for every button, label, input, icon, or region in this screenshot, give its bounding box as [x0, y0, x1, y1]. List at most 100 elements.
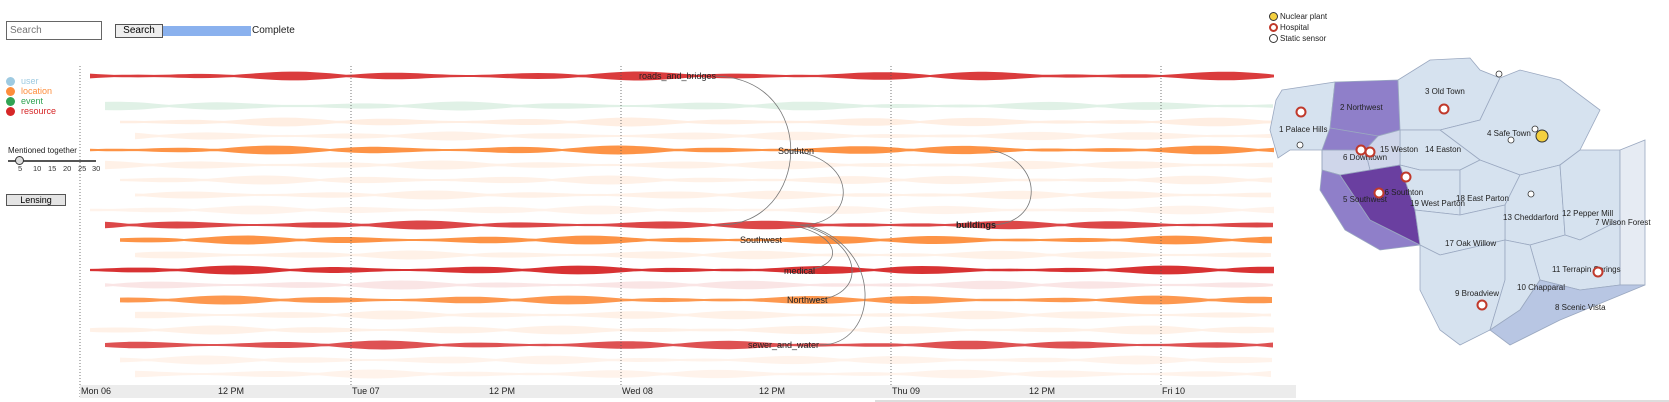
hospital-icon[interactable]: [1400, 171, 1412, 183]
slider-tick: 5: [18, 164, 23, 173]
hospital-icon[interactable]: [1592, 266, 1604, 278]
slider-tick: 15: [48, 164, 57, 173]
search-input[interactable]: [6, 21, 102, 40]
topic-stream[interactable]: [120, 175, 1272, 185]
slider-tick: 25: [78, 164, 87, 173]
slider-handle[interactable]: [15, 156, 24, 165]
day-label: Tue 07: [352, 386, 380, 396]
sensor-icon[interactable]: [1531, 125, 1539, 133]
map-region-label: 13 Cheddarford: [1503, 213, 1559, 222]
map-legend-label: Hospital: [1280, 23, 1309, 32]
sensor-icon[interactable]: [1495, 70, 1503, 78]
map-region-label: 4 Safe Town: [1487, 129, 1531, 138]
search-button[interactable]: Search: [115, 24, 163, 38]
topic-label[interactable]: sewer_and_water: [748, 340, 820, 350]
hospital-icon: [1269, 23, 1278, 32]
topic-stream[interactable]: [105, 220, 1273, 230]
topic-label[interactable]: roads_and_bridges: [639, 71, 717, 81]
hospital-icon[interactable]: [1438, 103, 1450, 115]
topic-stream[interactable]: [90, 265, 1274, 275]
map-region-label: 3 Old Town: [1425, 87, 1465, 96]
radiation-icon[interactable]: [1535, 129, 1549, 143]
topic-stream[interactable]: [135, 190, 1271, 200]
topic-stream[interactable]: [105, 340, 1273, 350]
map-region-label: 15 Weston: [1380, 145, 1418, 154]
radiation-icon: [1269, 12, 1278, 21]
progress-bar: [163, 26, 251, 36]
topic-stream[interactable]: [135, 310, 1271, 320]
legend-resource-label: resource: [21, 106, 57, 116]
hospital-icon[interactable]: [1355, 144, 1367, 156]
topic-stream[interactable]: [135, 131, 1271, 141]
topic-label[interactable]: buildings: [956, 220, 996, 230]
event-color-dot: [6, 97, 15, 106]
topic-label[interactable]: Southton: [778, 146, 815, 156]
map-legend-sensor: Static sensor: [1269, 34, 1326, 43]
topic-stream[interactable]: [120, 295, 1272, 305]
lensing-button[interactable]: Lensing: [6, 194, 66, 206]
topic-label[interactable]: Northwest: [787, 295, 828, 305]
topic-stream[interactable]: [120, 117, 1272, 127]
co-mention-arc: [804, 224, 866, 346]
map-region-8[interactable]: [1489, 279, 1646, 346]
topic-stream[interactable]: [105, 101, 1273, 111]
topic-stream[interactable]: [135, 369, 1271, 379]
day-label: Thu 09: [892, 386, 921, 396]
mentioned-together-label: Mentioned together: [8, 146, 77, 155]
co-mention-arc: [789, 224, 833, 271]
legend-location-label: location: [21, 86, 53, 96]
topic-stream[interactable]: [105, 280, 1273, 290]
topic-stream[interactable]: [90, 325, 1274, 335]
resource-color-dot: [6, 107, 15, 116]
map-legend-label: Nuclear plant: [1280, 12, 1328, 21]
mentioned-together-slider[interactable]: [8, 160, 96, 162]
map-region-label: 2 Northwest: [1340, 103, 1383, 112]
progress-label: Complete: [252, 25, 295, 36]
topic-label[interactable]: medical: [784, 266, 816, 276]
topic-label[interactable]: Southwest: [740, 235, 783, 245]
sensor-icon[interactable]: [1507, 136, 1515, 144]
map-region-label: 6 Downtown: [1343, 153, 1387, 162]
user-color-dot: [6, 77, 15, 86]
hospital-icon[interactable]: [1295, 106, 1307, 118]
map-region-label: 11 Terrapin Springs: [1552, 265, 1621, 274]
slider-tick: 30: [92, 164, 101, 173]
map-region-label: 9 Broadview: [1455, 289, 1499, 298]
map-region-label: 10 Chapparal: [1517, 283, 1565, 292]
legend-user-label: user: [21, 76, 39, 86]
day-gridlines: [79, 66, 1162, 398]
day-label: Wed 08: [622, 386, 653, 396]
legend-event-label: event: [21, 96, 44, 106]
topic-stream[interactable]: [120, 355, 1272, 365]
map-region-7[interactable]: [1619, 139, 1646, 286]
sensor-icon[interactable]: [1527, 190, 1535, 198]
topic-stream[interactable]: [90, 205, 1274, 215]
noon-label: 12 PM: [489, 386, 516, 396]
map-region-label: 8 Scenic Vista: [1555, 303, 1606, 312]
day-label: Fri 10: [1162, 386, 1186, 396]
topic-stream[interactable]: [90, 71, 1274, 81]
topic-stream[interactable]: [135, 250, 1271, 260]
hospital-icon[interactable]: [1476, 299, 1488, 311]
topic-stream[interactable]: [120, 235, 1272, 245]
map-region-label: 19 West Parton: [1410, 199, 1465, 208]
map-region-label: 7 Wilson Forest: [1595, 218, 1651, 227]
map-region-label: 1 Palace Hills: [1279, 125, 1327, 134]
hospital-icon[interactable]: [1364, 146, 1376, 158]
slider-tick: 20: [63, 164, 72, 173]
map-legend-nuclear: Nuclear plant: [1269, 12, 1327, 21]
map-region-label: 17 Oak Willow: [1445, 239, 1496, 248]
time-axis: [80, 385, 1296, 398]
sensor-icon: [1269, 34, 1278, 43]
hospital-icon[interactable]: [1373, 187, 1385, 199]
map-legend-hospital: Hospital: [1269, 23, 1309, 32]
topic-stream[interactable]: [105, 160, 1273, 170]
topic-stream[interactable]: [90, 145, 1274, 155]
sensor-icon[interactable]: [1296, 141, 1304, 149]
day-label: Mon 06: [81, 386, 112, 396]
noon-label: 12 PM: [759, 386, 786, 396]
location-color-dot: [6, 87, 15, 96]
map-region-label: 14 Easton: [1425, 145, 1461, 154]
